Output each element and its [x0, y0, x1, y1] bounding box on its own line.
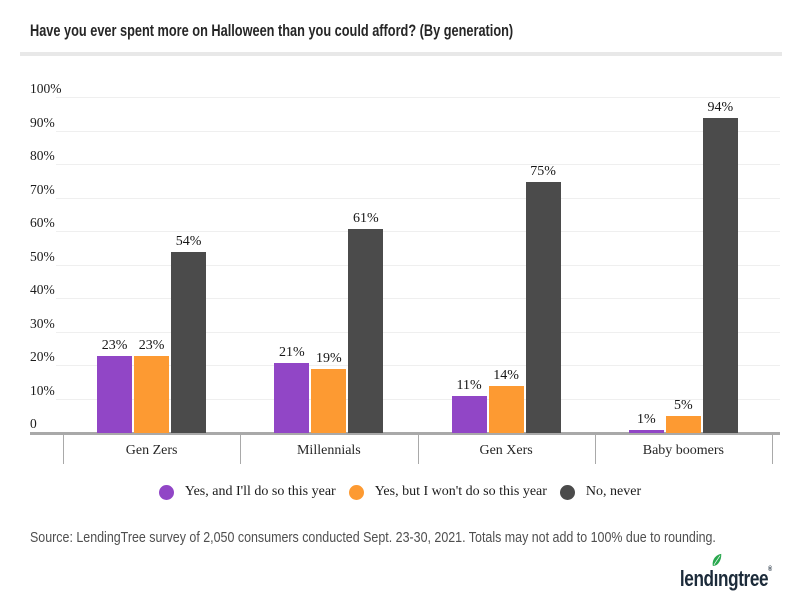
gridline-40% [56, 298, 780, 299]
bar-series1-millennials [274, 362, 310, 433]
bar-value-label: 19% [316, 351, 342, 367]
bar-value-label: 5% [674, 398, 693, 414]
category-label: Gen Xers [479, 443, 533, 458]
x-axis-tick [594, 434, 596, 464]
legend-item-yes-not-this-year: Yes, but I won't do so this year [348, 484, 547, 500]
logo-text-suffix: ngtree [718, 566, 769, 591]
logo-trademark: ® [768, 566, 772, 573]
category-label: Gen Zers [125, 443, 178, 458]
bar-value-label: 1% [637, 411, 656, 427]
legend-label: Yes, and I'll do so this year [184, 484, 336, 499]
bar-series3-baby-boomers [702, 118, 738, 433]
bar-series3-millennials [348, 228, 384, 433]
legend-item-yes-this-year: Yes, and I'll do so this year [158, 484, 336, 500]
legend-label: Yes, but I won't do so this year [374, 484, 547, 499]
y-axis-label: 20% [30, 349, 55, 364]
y-axis-label: 0 [30, 416, 37, 431]
bar-value-label: 21% [279, 344, 305, 360]
legend-swatch-orange-icon [348, 484, 364, 500]
bar-series3-gen-zers [171, 252, 207, 433]
x-axis-tick [240, 434, 242, 464]
leaf-icon [713, 553, 722, 566]
x-axis-line [30, 432, 780, 435]
y-axis-label: 90% [30, 114, 55, 130]
bar-value-label: 23% [138, 337, 165, 353]
bar-series2-baby-boomers [665, 416, 701, 433]
gridline-10% [56, 398, 780, 400]
category-label: Millennials [296, 443, 361, 458]
legend-swatch-gray-icon [559, 484, 575, 500]
legend-label: No, never [585, 484, 642, 499]
gridline-70% [56, 197, 780, 199]
x-axis-tick [417, 434, 419, 464]
chart-title: Have you ever spent more on Halloween th… [30, 21, 514, 40]
gridline-90% [56, 130, 780, 132]
y-axis-label: 70% [30, 181, 55, 197]
bar-value-label: 75% [530, 163, 556, 179]
gridline-30% [56, 331, 780, 333]
logo-text-prefix: lend [680, 566, 714, 591]
bar-series1-gen-xers [451, 396, 487, 433]
logo-dotless-i: ı [713, 553, 722, 592]
y-axis-label: 40% [30, 282, 55, 297]
y-axis-label: 100% [30, 81, 62, 96]
y-axis-label: 60% [30, 215, 55, 230]
lendingtree-logo: lend ıngtree® [680, 553, 772, 592]
bar-value-label: 94% [707, 100, 734, 116]
chart-legend: Yes, and I'll do so this year Yes, but I… [0, 484, 800, 500]
y-axis-label: 50% [30, 248, 55, 264]
gridline-50% [56, 264, 780, 266]
bar-series2-gen-xers [488, 386, 524, 433]
bar-value-label: 23% [101, 337, 128, 353]
gridline-60% [56, 231, 780, 232]
gridline-100% [56, 97, 780, 98]
legend-swatch-purple-icon [158, 484, 174, 500]
gridline-80% [56, 164, 780, 165]
bar-series1-gen-zers [97, 355, 133, 433]
bar-series2-gen-zers [134, 355, 170, 433]
bar-series1-baby-boomers [628, 429, 664, 433]
x-axis-tick [63, 434, 64, 464]
bar-series3-gen-xers [525, 181, 561, 433]
legend-item-no-never: No, never [559, 484, 642, 500]
bar-value-label: 14% [493, 368, 519, 384]
bar-value-label: 11% [456, 378, 482, 394]
gridline-20% [56, 365, 780, 366]
y-axis-label: 30% [30, 315, 55, 331]
category-label: Baby boomers [642, 443, 724, 458]
bar-value-label: 61% [353, 210, 379, 226]
y-axis-label: 10% [30, 382, 55, 398]
bar-series2-millennials [311, 369, 347, 433]
bar-value-label: 54% [175, 234, 202, 250]
x-axis-tick [772, 434, 773, 464]
title-divider [20, 52, 782, 56]
source-note: Source: LendingTree survey of 2,050 cons… [30, 529, 716, 546]
y-axis-label: 80% [30, 148, 55, 163]
